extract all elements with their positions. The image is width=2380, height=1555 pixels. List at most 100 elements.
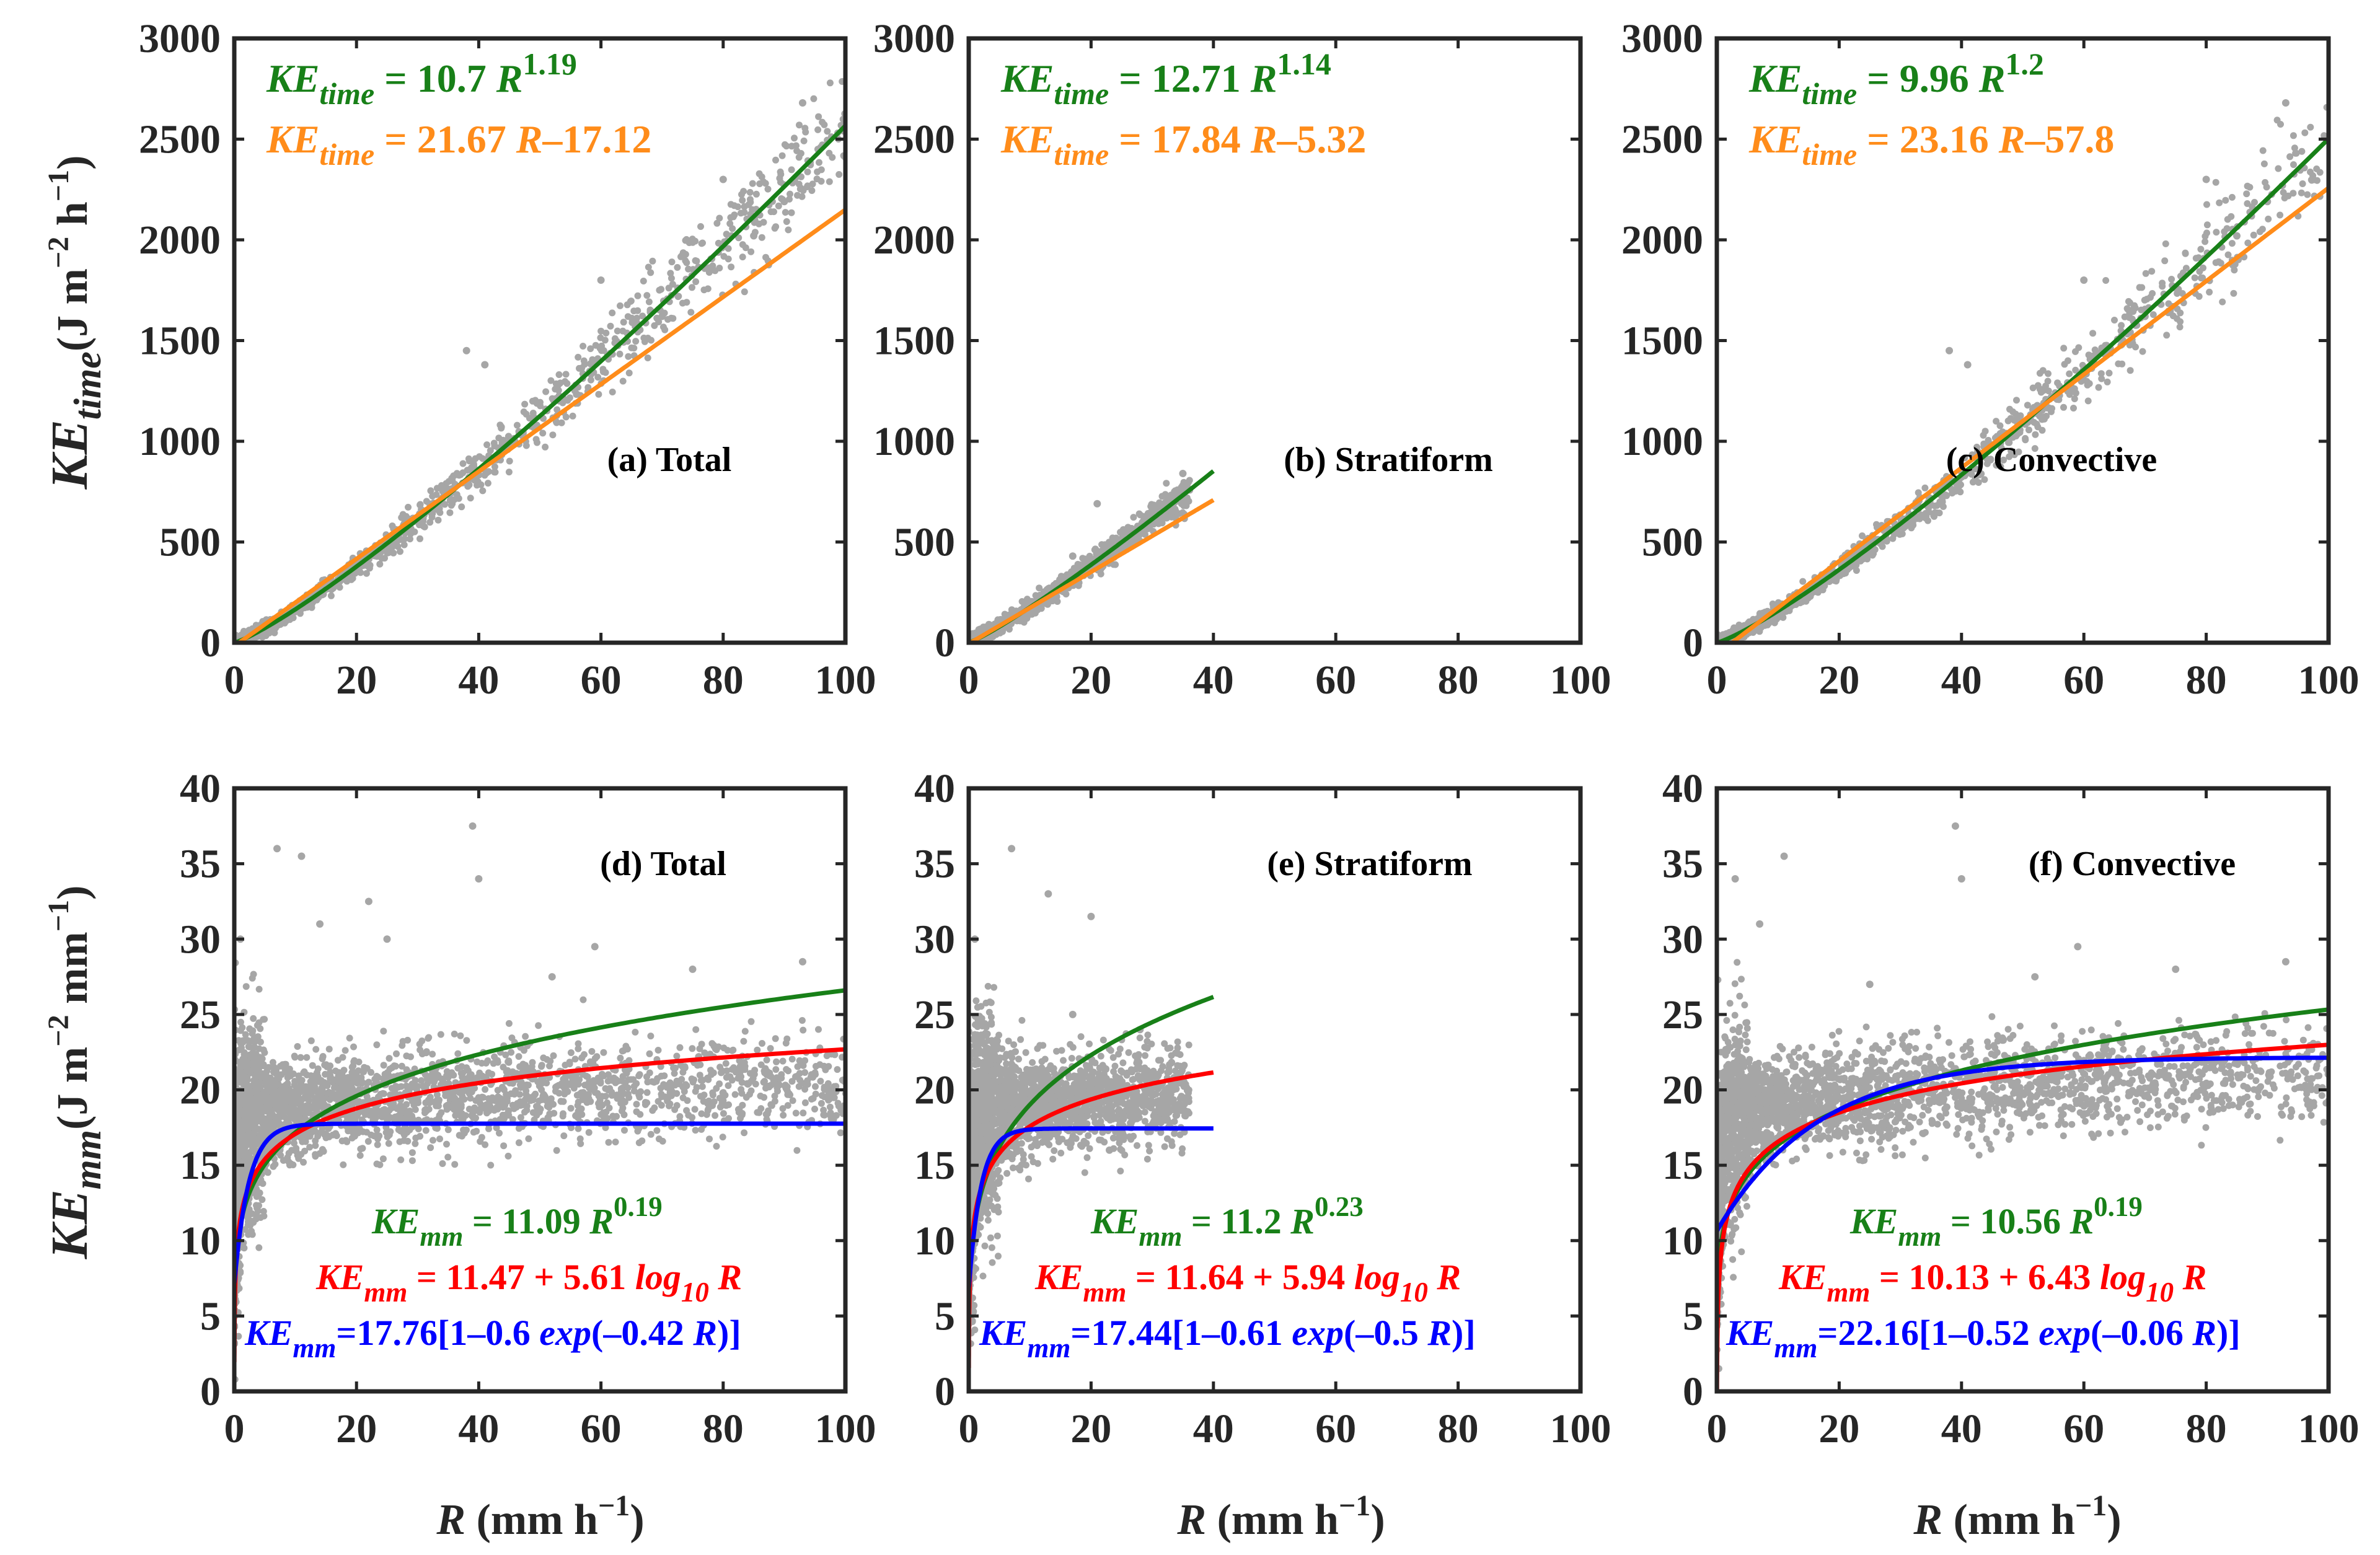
panel-a-scatter-point [474,482,480,488]
panel-c-scatter-point [2317,169,2324,176]
panel-a-scatter-point [753,191,760,198]
panel-c-scatter-point [2060,404,2067,411]
panel-d-scatter-point [505,1153,512,1160]
panel-a-scatter-point [542,389,549,395]
panel-a-scatter-point [791,134,798,141]
panel-c-scatter-point [2085,397,2092,404]
panel-c-scatter-point [2041,416,2048,423]
panel-a-scatter-point [801,138,808,144]
panel-d-scatter-point [303,1054,310,1061]
panel-d-scatter-point [439,1160,446,1167]
panel-a-scatter-point [723,231,730,237]
panel-a-scatter-point [620,319,627,325]
panel-a-scatter-point [533,436,540,443]
panel-a-scatter-point [416,535,423,542]
panel-c-scatter-point [2131,302,2138,309]
panel-a-scatter-point [598,343,605,350]
panel-c-scatter-point [2229,194,2236,201]
panel-c-scatter-point [2246,184,2253,191]
panel-a-scatter-point [708,266,715,273]
panel-c-scatter-point [2244,200,2250,207]
panel-d-scatter-point [380,1028,387,1034]
panel-d-scatter-point [575,1126,582,1132]
panel-a-scatter-point [348,576,355,583]
panel-a-scatter-point [738,209,744,216]
panel-a-scatter-point [793,148,800,154]
panel-c-scatter-point [1942,491,1949,498]
panel-a-scatter-point [656,287,663,294]
panel-d-scatter-point [522,1033,529,1040]
panel-c-scatter-point [2073,390,2079,397]
panel-a-scatter-point [547,377,554,384]
panel-c-scatter-point [2216,200,2223,206]
panel-c-scatter-point [2213,179,2219,186]
panel-d-scatter-point [606,1139,612,1146]
panel-d-scatter-point [817,1078,824,1085]
panel-c-scatter-point [2149,290,2156,297]
panel-c-scatter-point [2098,370,2105,377]
panel-a-scatter-point [617,302,624,309]
panel-b-scatter [967,470,1194,646]
panel-a-scatter-point [835,171,842,178]
panel-a-scatter-point [713,220,720,227]
panel-a-scatter-point [448,475,455,482]
panel-c-scatter-point [2125,298,2132,305]
panel-c-scatter-point [2168,276,2175,283]
panel-b-scatter-point [1185,479,1192,486]
panel-d-scatter [231,822,849,1383]
panel-a-scatter-point [788,166,795,173]
panel-c-scatter-point [2013,397,2020,403]
panel-b-scatter-point [1054,598,1061,605]
panel-a-scatter-point [588,377,594,384]
panel-c-scatter-point [2126,311,2133,317]
panel-a-scatter-point [429,514,436,521]
panel-c-scatter-point [2075,344,2082,351]
panel-a-scatter-point [633,315,640,322]
panel-d-scatter-point [800,1027,806,1034]
panel-a-scatter-point [668,275,675,282]
panel-a-scatter-point [796,181,803,188]
panel-a-scatter-point [498,425,505,431]
panel-c-scatter-point [2198,275,2205,281]
panel-a-scatter-point [552,385,558,392]
panel-a-scatter-point [420,522,427,529]
panel-a-outlier-point [481,361,488,369]
panel-c-scatter-point [2066,391,2073,398]
panel-a-scatter-point [482,472,488,478]
panel-c-scatter-point [2070,405,2077,412]
panel-a-scatter-point [563,380,570,387]
panel-d-scatter-point [436,1135,443,1142]
panel-a-scatter-point [491,443,498,449]
panel-c-scatter-point [2290,132,2297,139]
panel-a-scatter-point [739,197,746,204]
panel-a-scatter-point [397,548,403,555]
panel-a-scatter-point [810,95,817,102]
panel-a-scatter-point [808,187,815,194]
panel-a-scatter-point [796,154,803,161]
panel-a-scatter-point [556,381,563,387]
panel-c-scatter-point [2118,361,2125,368]
panel-c-scatter-point [2037,370,2043,377]
panel-a-scatter-point [549,431,556,438]
panel-c-scatter-point [2066,371,2073,377]
panel-a-scatter-point [699,240,705,247]
panel-c-scatter-point [2138,284,2145,291]
panel-a-scatter-point [762,254,769,261]
panel-a-scatter-point [756,221,762,227]
panel-d-scatter-point [837,1129,844,1136]
panel-a-scatter-point [770,208,777,215]
panel-d-scatter-point [720,1134,726,1140]
panel-c-scatter-point [2060,345,2067,351]
panel-a-scatter-point [609,309,615,316]
panel-c-scatter-point [1926,509,1933,516]
panel-a-scatter-point [660,324,667,330]
panel-c-scatter-point [1939,498,1946,505]
panel-c-scatter-point [2213,259,2219,266]
panel-c-scatter-point [2231,267,2237,273]
panel-a-outlier-point [780,198,788,205]
panel-c-scatter-point [2196,268,2203,275]
panel-a-scatter-point [756,170,763,177]
panel-a-scatter-point [435,517,442,524]
panel-d-scatter-point [423,1127,430,1134]
panel-c-scatter-point [2298,190,2305,196]
